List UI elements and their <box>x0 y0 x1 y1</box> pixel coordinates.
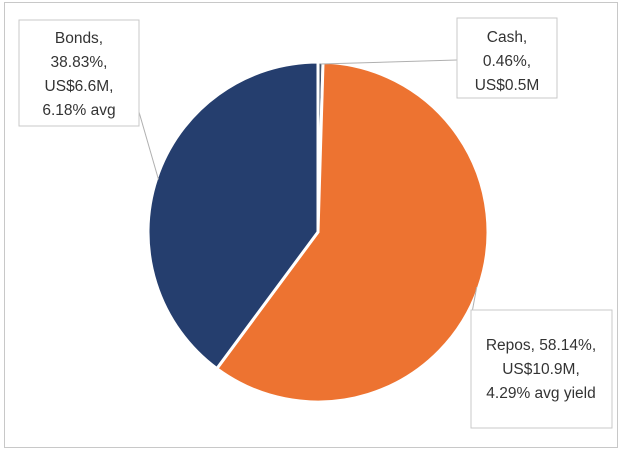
data-label-bonds: Bonds, 38.83%, US$6.6M, 6.18% avg <box>42 30 115 119</box>
data-labels: Cash, 0.46%, US$0.5M Repos, 58.14%, US$10.9M… <box>18 17 613 429</box>
data-label-line: US$10.9M, <box>502 361 580 378</box>
data-label-line: US$6.6M, <box>45 78 114 95</box>
data-label-line: US$0.5M <box>475 77 540 94</box>
pie-slice-repos <box>215 60 490 404</box>
callout-box-repos <box>470 309 613 429</box>
data-label-line: 6.18% avg <box>42 102 115 119</box>
data-label-line: Bonds, <box>55 30 103 47</box>
callout-box-cash <box>456 17 558 99</box>
data-label-line: Cash, <box>487 29 528 46</box>
leader-line-bonds <box>138 111 159 180</box>
pie-slices <box>146 60 490 404</box>
data-label-cash: Cash, 0.46%, US$0.5M <box>475 29 540 94</box>
leader-line-cash <box>320 59 458 65</box>
data-label-line: 38.83%, <box>51 54 108 71</box>
pie-slice-bonds <box>146 60 320 371</box>
data-label-repos: Repos, 58.14%, US$10.9M, 4.29% avg yield <box>486 337 596 402</box>
data-label-line: 0.46%, <box>483 53 531 70</box>
data-label-line: 4.29% avg yield <box>486 385 595 402</box>
data-label-line: Repos, 58.14%, <box>486 337 596 354</box>
callout-box-bonds <box>18 19 140 127</box>
